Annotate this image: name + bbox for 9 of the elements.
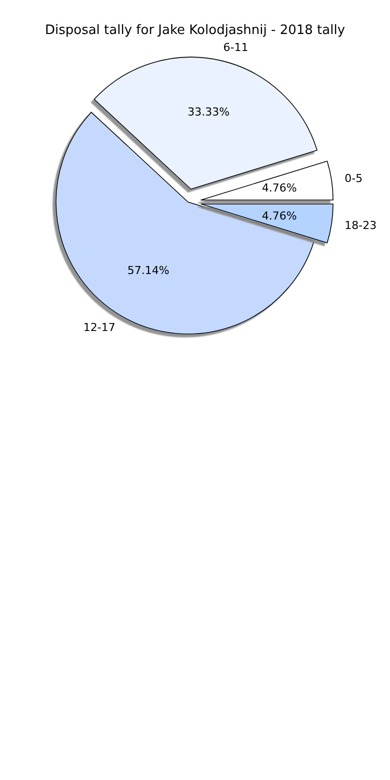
chart-title: Disposal tally for Jake Kolodjashnij - 2018 tally	[44, 23, 346, 38]
data-label: 4.76%	[262, 182, 297, 195]
data-label: 4.76%	[262, 209, 297, 222]
data-label: 57.14%	[127, 264, 170, 278]
slice-label: 0-5	[344, 172, 363, 185]
data-label: 33.33%	[188, 105, 230, 118]
slice-label: 6-11	[223, 41, 248, 54]
slice-label: 12-17	[83, 321, 116, 334]
slice-label: 18-23	[344, 219, 377, 232]
